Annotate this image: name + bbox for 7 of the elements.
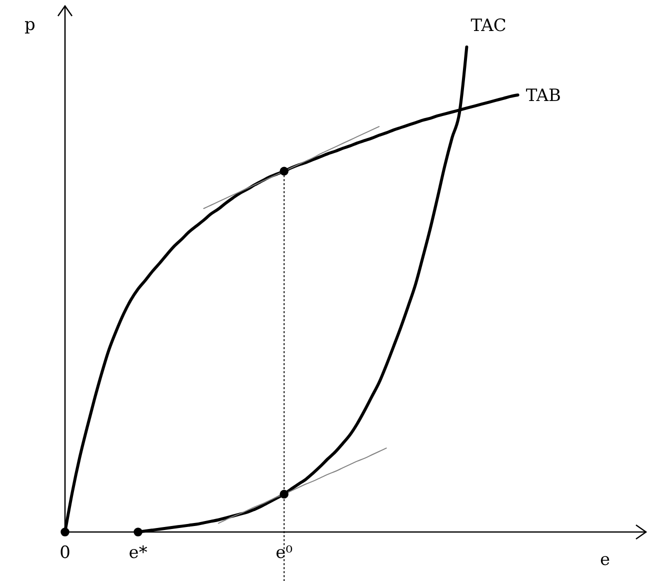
y-axis-title: p (24, 15, 36, 35)
x-tick-label: e⁰ (276, 543, 293, 564)
series-label: TAB (526, 86, 562, 106)
x-axis-title: e (600, 550, 610, 570)
x-tick-label: e* (128, 543, 148, 564)
x-tick-label: 0 (60, 543, 70, 564)
series-label: TAC (470, 16, 506, 36)
